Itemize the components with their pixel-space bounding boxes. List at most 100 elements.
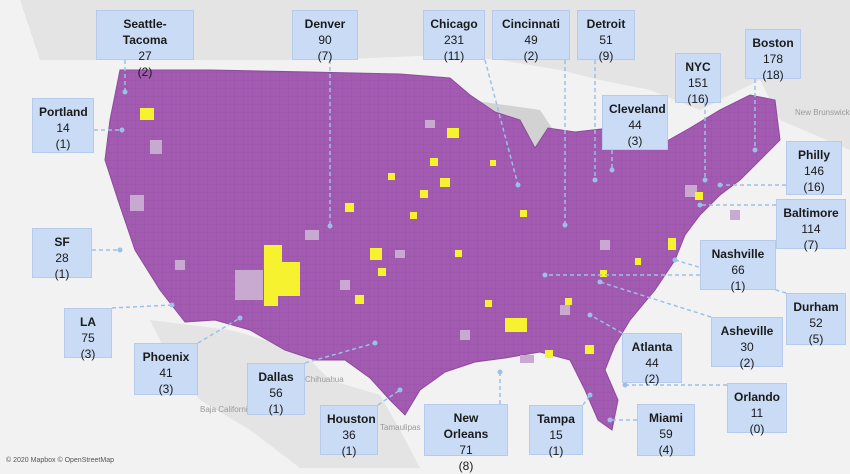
city-anchor-dots <box>117 89 758 423</box>
market-count: 52 <box>809 316 823 330</box>
market-city-name: Baltimore <box>783 206 839 220</box>
market-city-name: New Orleans <box>443 411 489 441</box>
market-city-name: Miami <box>648 411 683 425</box>
market-label-la[interactable]: LA 75 (3) <box>64 308 112 361</box>
market-count: 14 <box>56 121 70 135</box>
market-count: 75 <box>81 331 95 345</box>
market-label-seattle[interactable]: Seattle-Tacoma 27 (2) <box>96 10 194 79</box>
market-city-name: Denver <box>304 17 346 31</box>
market-city-name: Atlanta <box>631 340 673 354</box>
market-subcount: (3) <box>627 134 643 148</box>
city-dot-philly <box>717 182 723 188</box>
market-label-new-orleans[interactable]: New Orleans 71 (8) <box>424 404 508 473</box>
market-subcount: (11) <box>443 49 465 63</box>
city-dot-cincinnati <box>562 222 568 228</box>
city-dot-detroit <box>592 177 598 183</box>
city-dot-durham <box>672 257 678 263</box>
market-label-dallas[interactable]: Dallas 56 (1) <box>247 363 305 416</box>
market-count: 59 <box>659 427 673 441</box>
map-attribution: © 2020 Mapbox © OpenStreetMap <box>6 457 114 464</box>
market-subcount: (3) <box>158 382 174 396</box>
city-dot-boston <box>752 147 758 153</box>
market-subcount: (2) <box>137 65 153 79</box>
market-label-atlanta[interactable]: Atlanta 44 (2) <box>622 333 682 386</box>
market-label-chicago[interactable]: Chicago 231 (11) <box>423 10 485 63</box>
market-count: 71 <box>459 443 473 457</box>
market-label-sf[interactable]: SF 28 (1) <box>32 228 92 281</box>
city-dot-cleveland <box>609 167 615 173</box>
leader-line-houston <box>377 389 401 406</box>
city-dot-phoenix <box>237 315 243 321</box>
market-city-name: Philly <box>797 148 830 162</box>
market-city-name: Portland <box>39 105 88 119</box>
market-subcount: (16) <box>687 92 709 106</box>
market-label-cincinnati[interactable]: Cincinnati 49 (2) <box>492 10 570 63</box>
market-count: 151 <box>687 76 709 90</box>
market-label-tampa[interactable]: Tampa 15 (1) <box>529 405 583 458</box>
market-subcount: (2) <box>644 372 660 386</box>
market-label-phoenix[interactable]: Phoenix 41 (3) <box>134 343 198 396</box>
market-count: 36 <box>342 428 356 442</box>
geo-label-tamaulipas: Tamaulipas <box>380 423 420 432</box>
market-subcount: (4) <box>658 443 674 457</box>
market-label-nyc[interactable]: NYC 151 (16) <box>675 53 721 106</box>
market-subcount: (1) <box>730 279 746 293</box>
geo-label-new-brunswick: New Brunswick <box>795 108 850 117</box>
market-count: 15 <box>549 428 563 442</box>
market-count: 49 <box>524 33 538 47</box>
market-count: 44 <box>628 118 642 132</box>
market-city-name: Phoenix <box>142 350 190 364</box>
leader-line-atlanta <box>589 314 623 334</box>
market-label-miami[interactable]: Miami 59 (4) <box>637 404 695 457</box>
city-dot-dallas <box>372 340 378 346</box>
market-label-houston[interactable]: Houston 36 (1) <box>320 405 378 458</box>
market-count: 146 <box>803 164 825 178</box>
city-dot-seattle <box>122 89 128 95</box>
market-subcount: (16) <box>803 180 825 194</box>
market-subcount: (3) <box>80 347 96 361</box>
highlighted-counties <box>140 108 703 358</box>
market-count: 231 <box>443 33 465 47</box>
market-subcount: (2) <box>523 49 539 63</box>
market-city-name: Boston <box>752 36 794 50</box>
market-subcount: (1) <box>55 137 71 151</box>
market-city-name: Dallas <box>258 370 294 384</box>
leader-line-asheville <box>599 281 712 318</box>
market-label-boston[interactable]: Boston 178 (18) <box>745 29 801 82</box>
market-subcount: (1) <box>268 402 284 416</box>
market-subcount: (18) <box>762 68 784 82</box>
city-dot-asheville <box>597 279 603 285</box>
leader-line-dallas <box>304 342 376 364</box>
market-count: 11 <box>750 406 764 420</box>
city-dot-baltimore <box>697 202 703 208</box>
market-count: 114 <box>801 222 821 236</box>
market-label-denver[interactable]: Denver 90 (7) <box>292 10 358 63</box>
market-count: 44 <box>645 356 659 370</box>
market-label-asheville[interactable]: Asheville 30 (2) <box>711 317 783 370</box>
leader-line-la <box>111 304 173 309</box>
market-label-portland[interactable]: Portland 14 (1) <box>32 98 94 153</box>
geo-label-chihuahua: Chihuahua <box>305 375 344 384</box>
market-label-philly[interactable]: Philly 146 (16) <box>786 141 842 195</box>
market-count: 27 <box>138 49 152 63</box>
market-label-durham[interactable]: Durham 52 (5) <box>786 293 846 346</box>
market-subcount: (8) <box>458 459 474 473</box>
market-label-baltimore[interactable]: Baltimore 114 (7) <box>776 199 846 252</box>
market-label-cleveland[interactable]: Cleveland 44 (3) <box>602 95 668 150</box>
market-count: 66 <box>731 263 745 277</box>
market-label-detroit[interactable]: Detroit 51 (9) <box>577 10 635 63</box>
market-subcount: (2) <box>739 356 755 370</box>
market-city-name: Durham <box>793 300 839 314</box>
market-count: 90 <box>318 33 332 47</box>
market-label-orlando[interactable]: Orlando 11 (0) <box>727 383 787 436</box>
city-dot-tampa <box>587 392 593 398</box>
market-count: 41 <box>159 366 173 380</box>
city-dot-denver <box>327 223 333 229</box>
market-city-name: Asheville <box>720 324 774 338</box>
city-dot-portland <box>119 127 125 133</box>
market-label-nashville[interactable]: Nashville 66 (1) <box>700 240 776 293</box>
city-dot-la <box>169 302 175 308</box>
market-city-name: Nashville <box>711 247 765 261</box>
city-dot-nashville <box>542 272 548 278</box>
